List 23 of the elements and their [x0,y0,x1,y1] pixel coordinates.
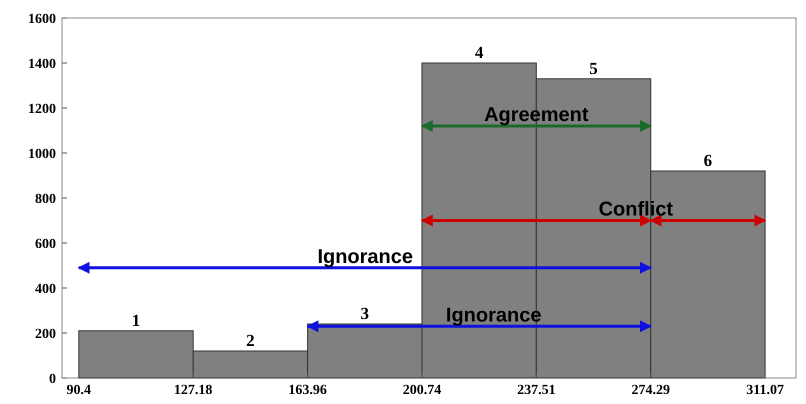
x-tick-label: 163.96 [288,383,327,398]
x-tick-label: 90.4 [66,383,92,398]
y-tick-label: 600 [35,236,56,252]
annotation: Ignorance [317,246,414,268]
annotation: 1 [132,310,140,330]
annotation: 4 [474,43,484,62]
y-tick-label: 800 [35,192,56,207]
x-tick-label: 311.07 [746,383,784,398]
annotation: 3 [360,304,370,323]
y-tick-label: 1400 [28,56,56,72]
y-tick-label: 1200 [28,102,56,117]
y-tick-label: 1600 [28,12,56,27]
x-tick-label: 237.51 [517,383,556,398]
y-tick-label: 0 [49,372,56,387]
annotation: 5 [589,58,598,78]
x-tick-label: 200.74 [402,383,442,398]
y-tick-label: 1000 [28,146,56,162]
y-tick-label: 200 [35,326,56,342]
y-tick-label: 400 [35,282,56,297]
x-tick-label: 127.18 [174,383,212,398]
annotation: 6 [704,151,712,170]
annotation: 2 [246,331,255,350]
x-tick-label: 274.29 [631,383,670,398]
